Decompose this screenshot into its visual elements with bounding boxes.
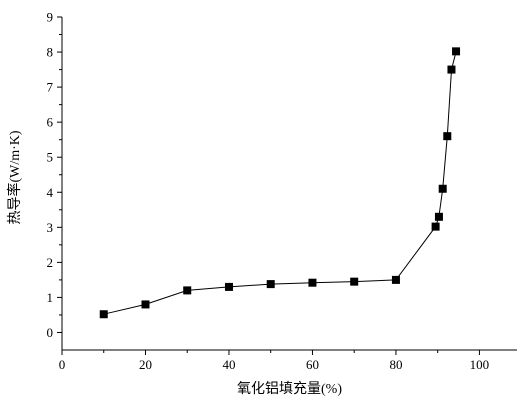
y-tick-label: 9 (47, 10, 54, 25)
y-tick-label: 7 (47, 80, 54, 95)
data-point (431, 222, 440, 231)
x-tick-label: 80 (389, 357, 402, 372)
data-point (447, 65, 456, 74)
x-tick-label: 100 (470, 357, 490, 372)
data-point (141, 300, 150, 309)
data-point (434, 212, 443, 221)
data-point (452, 47, 461, 56)
y-tick-label: 4 (47, 185, 54, 200)
y-tick-label: 2 (47, 255, 54, 270)
x-axis-title: 氧化铝填充量(%) (237, 381, 342, 397)
y-tick-label: 1 (47, 290, 54, 305)
data-point (438, 184, 447, 193)
axis-tick-labels: 0 20 40 60 80 100 0 1 2 3 4 5 6 7 8 9 (47, 10, 490, 373)
y-axis-title: 热导率(W/m·K) (6, 130, 23, 224)
y-tick-label: 5 (47, 150, 54, 165)
data-series (99, 47, 461, 319)
x-tick-label: 0 (59, 357, 66, 372)
x-tick-label: 60 (306, 357, 319, 372)
data-point (99, 310, 108, 319)
data-point (308, 278, 317, 287)
data-point (183, 286, 192, 295)
y-tick-label: 3 (47, 220, 54, 235)
x-tick-label: 20 (139, 357, 152, 372)
x-tick-label: 40 (222, 357, 235, 372)
data-point (224, 282, 233, 291)
data-point (391, 275, 400, 284)
y-tick-label: 8 (47, 45, 54, 60)
y-tick-label: 0 (47, 325, 54, 340)
data-point (350, 277, 359, 286)
axis-ticks (57, 16, 480, 355)
data-point (443, 132, 452, 141)
series-line (103, 51, 457, 315)
y-tick-label: 6 (47, 115, 54, 130)
axes (61, 17, 517, 351)
data-point (266, 280, 275, 289)
